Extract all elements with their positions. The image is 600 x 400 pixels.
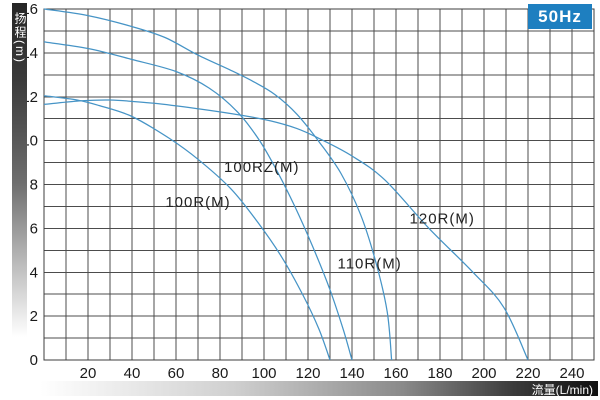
curve-label-120r-m-: 120R(M): [410, 211, 475, 228]
curve-label-100rz-m-: 100RZ(M): [224, 159, 300, 176]
x-tick-label: 20: [80, 365, 97, 382]
x-tick-label: 40: [124, 365, 141, 382]
x-tick-label: 240: [559, 365, 584, 382]
y-tick-label: 0: [30, 352, 38, 369]
curve-120r-m-: [43, 99, 529, 361]
frequency-badge: 50Hz: [528, 4, 592, 29]
curve-label-110r-m-: 110R(M): [337, 255, 401, 272]
x-tick-label: 140: [339, 365, 364, 382]
x-axis-gradient-bar: 流量(L/min): [40, 381, 598, 397]
y-tick-label: 4: [30, 264, 38, 281]
x-axis-title: 流量(L/min): [531, 383, 593, 397]
curve-100r-m-: [43, 95, 331, 361]
curve-110r-m-: [43, 8, 393, 361]
y-tick-label: 8: [30, 177, 38, 194]
curve-100rz-m-: [43, 41, 353, 361]
x-tick-label: 80: [212, 365, 229, 382]
y-axis-gradient-bar: 扬程(m): [12, 3, 27, 351]
y-axis-title: 扬程(m): [13, 12, 27, 64]
x-tick-label: 220: [515, 365, 540, 382]
x-tick-label: 60: [168, 365, 185, 382]
y-tick-label: 2: [30, 308, 38, 325]
x-tick-label: 160: [383, 365, 408, 382]
curve-label-100r-m-: 100R(M): [165, 194, 230, 211]
x-tick-label: 180: [427, 365, 452, 382]
x-tick-label: 120: [295, 365, 320, 382]
x-tick-label: 200: [471, 365, 496, 382]
y-tick-label: 6: [30, 220, 38, 237]
x-tick-label: 100: [251, 365, 276, 382]
plot-border: [43, 8, 595, 361]
